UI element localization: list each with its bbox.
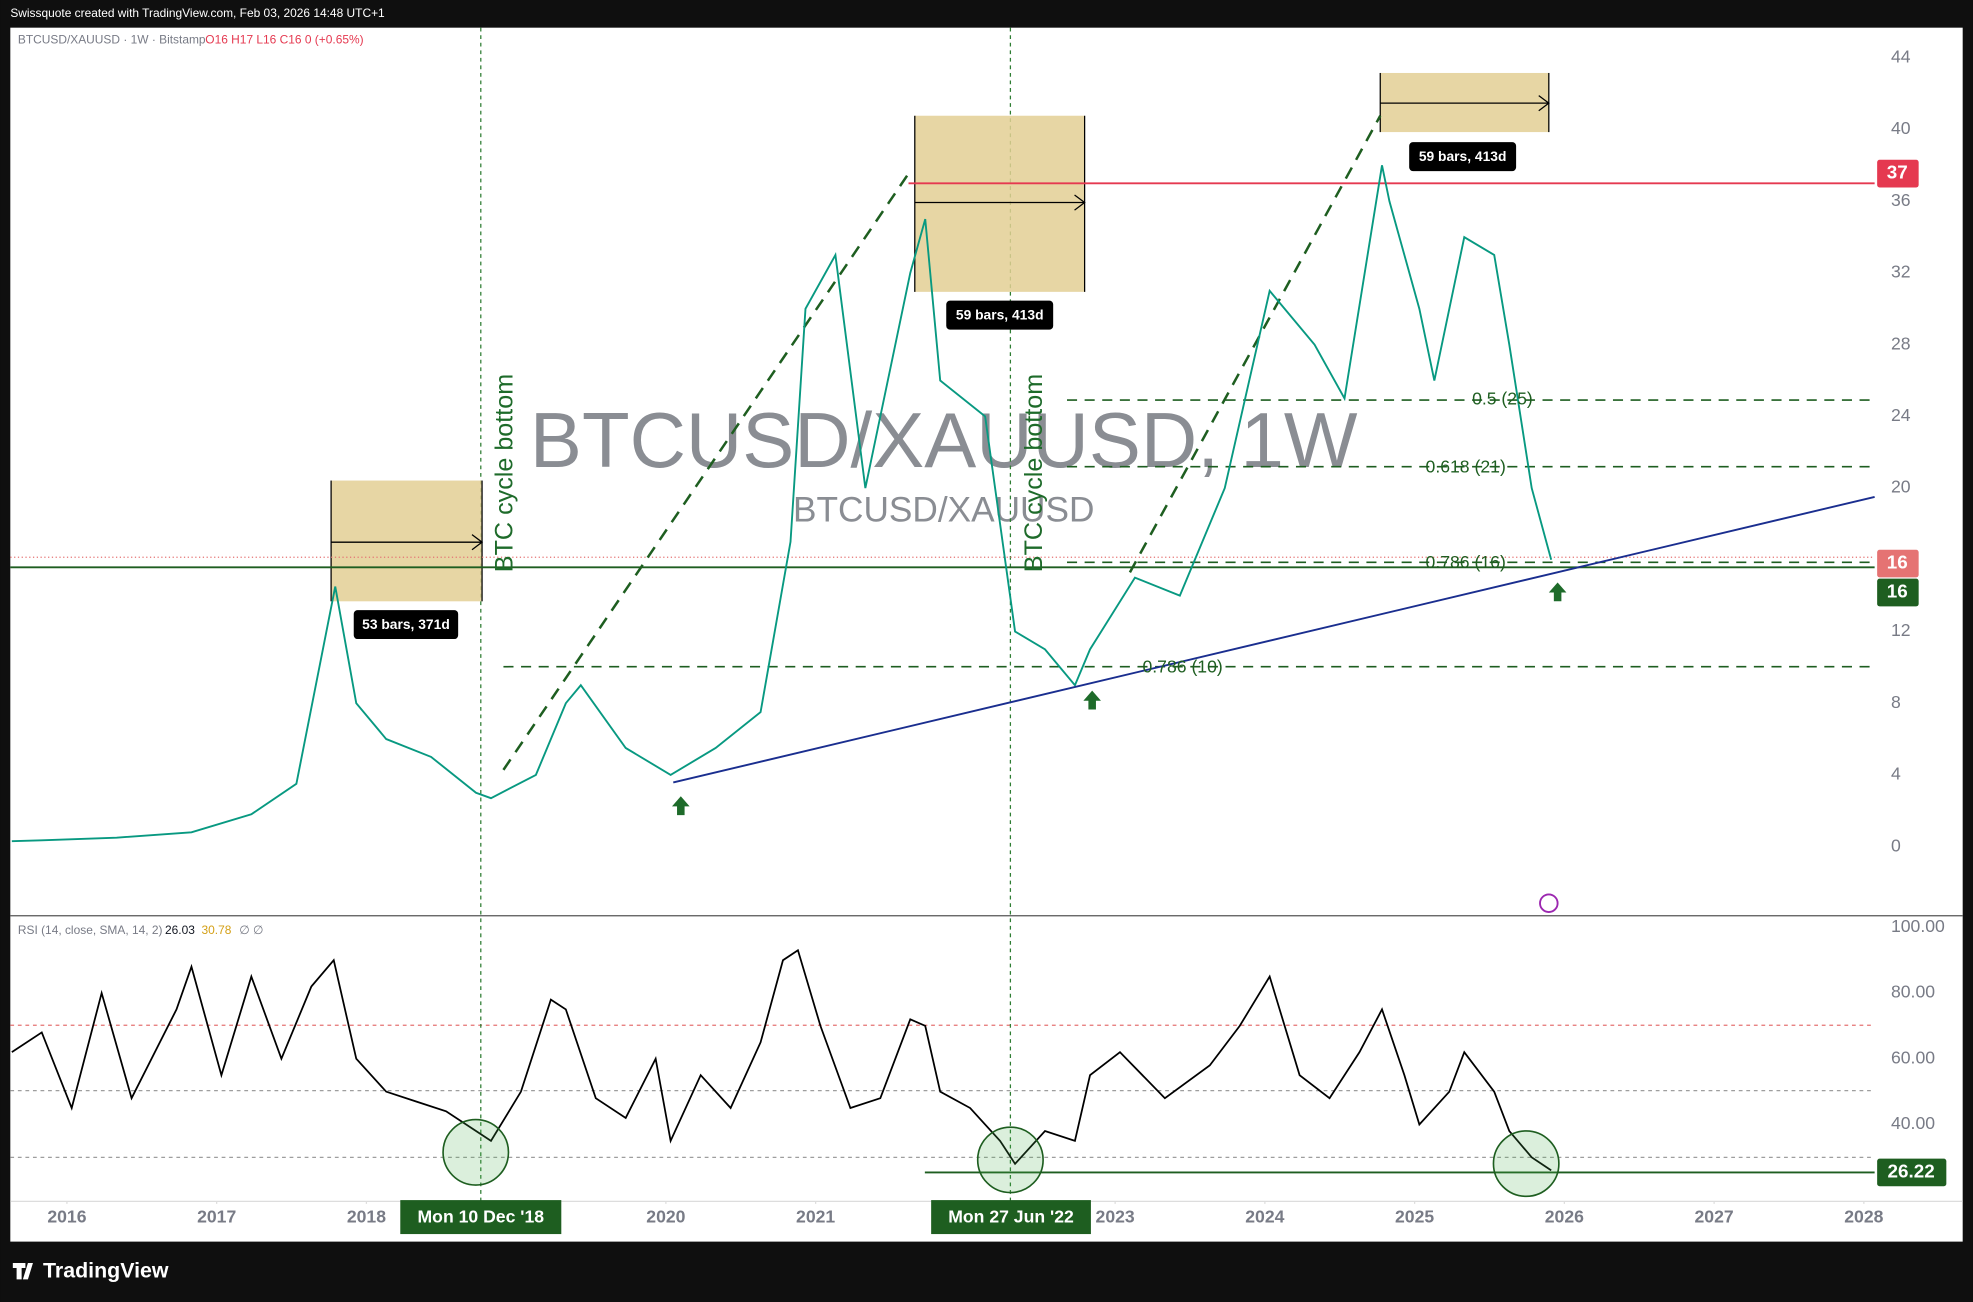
- impulse: [502, 172, 910, 771]
- footer-brand: TradingView: [43, 1258, 169, 1282]
- rsi-extra: ∅ ∅: [239, 923, 263, 937]
- measure-label: 53 bars, 371d: [362, 616, 450, 632]
- price-line: [11, 165, 1553, 843]
- y-tick-label: 12: [1891, 620, 1911, 640]
- y-tick-label: 4: [1891, 764, 1901, 784]
- rsi-circle: [1492, 1130, 1560, 1198]
- rsi-tick-label: 80.00: [1891, 982, 1935, 1002]
- y-tick-label: 40: [1891, 118, 1911, 138]
- cycle-label: BTC cycle bottom: [1020, 374, 1048, 572]
- up-arrow: [672, 796, 690, 816]
- y-tick-label: 28: [1891, 333, 1911, 353]
- date-badge: [400, 1200, 562, 1235]
- y-tick-label: 24: [1891, 405, 1911, 425]
- rsi-circle: [442, 1118, 510, 1186]
- price-badge: [1877, 549, 1919, 578]
- header-text: Swissquote created with TradingView.com,…: [10, 6, 385, 20]
- date-label: Mon 27 Jun '22: [948, 1206, 1074, 1226]
- box-arrowhead: [471, 534, 484, 551]
- date-badge: [931, 1200, 1091, 1235]
- rsi-badge-label: 26.22: [1888, 1160, 1935, 1181]
- rsi-circle: [976, 1126, 1044, 1194]
- measure-label: 59 bars, 413d: [956, 306, 1044, 322]
- rsi-value: 26.03: [165, 923, 195, 937]
- y-tick-label: 36: [1891, 190, 1911, 210]
- fib-label: 0.618 (21): [1426, 457, 1506, 477]
- measure-badge: [353, 610, 459, 640]
- rsi-tick-label: 100.00: [1891, 916, 1945, 936]
- up-arrow: [1548, 582, 1567, 602]
- x-tick-label: 2017: [197, 1206, 236, 1226]
- x-tick-label: 2027: [1695, 1206, 1734, 1226]
- measure-label: 59 bars, 413d: [1419, 148, 1507, 164]
- x-tick-label: 2018: [347, 1206, 386, 1226]
- alert-icon: [1539, 893, 1559, 913]
- fib-label: 0.786 (16): [1426, 552, 1506, 572]
- rsi-tick-label: 40.00: [1891, 1113, 1935, 1133]
- y-tick-label: 8: [1891, 692, 1901, 712]
- measure-badge: [1409, 142, 1517, 172]
- y-tick-label: 0: [1891, 835, 1901, 855]
- up-arrow: [1083, 690, 1101, 710]
- fib-label: 0.786 (10): [1142, 657, 1222, 677]
- x-tick-label: 2025: [1395, 1206, 1434, 1226]
- box-arrowhead: [1074, 194, 1086, 211]
- symbol-legend: BTCUSD/XAUUSD · 1W · Bitstamp: [18, 32, 206, 46]
- measure-badge: [946, 300, 1054, 330]
- range-box: [331, 480, 483, 602]
- watermark-subtitle: BTCUSD/XAUUSD: [793, 490, 1094, 529]
- ohlc: O16 H17 L16 C16 0 (+0.65%): [205, 32, 363, 46]
- x-tick-label: 2023: [1096, 1206, 1135, 1226]
- rsi-sma: 30.78: [202, 923, 232, 937]
- y-tick-label: 20: [1891, 477, 1911, 497]
- impulse: [1128, 115, 1382, 573]
- price-badge: [1877, 159, 1919, 188]
- box-arrowhead: [1538, 95, 1550, 112]
- y-tick-label: 32: [1891, 262, 1911, 282]
- price-badge-label: 16: [1887, 552, 1908, 573]
- range-box: [914, 115, 1085, 292]
- price-badge: [1877, 578, 1919, 607]
- x-tick-label: 2024: [1245, 1206, 1284, 1226]
- rsi-title: RSI (14, close, SMA, 14, 2): [18, 923, 163, 937]
- rsi-line: [11, 948, 1552, 1172]
- x-tick-label: 2028: [1844, 1206, 1883, 1226]
- x-tick-label: 2021: [796, 1206, 835, 1226]
- fib-label: 0.5 (25): [1472, 389, 1533, 409]
- x-tick-label: 2026: [1545, 1206, 1584, 1226]
- y-tick-label: 44: [1891, 46, 1911, 66]
- watermark-title: BTCUSD/XAUUSD, 1W: [530, 396, 1358, 484]
- price-badge-label: 16: [1887, 580, 1908, 601]
- cycle-label: BTC cycle bottom: [491, 374, 519, 572]
- trendline: [673, 495, 1875, 784]
- x-tick-label: 2016: [47, 1206, 86, 1226]
- rsi-tick-label: 60.00: [1891, 1047, 1935, 1067]
- logo: [12, 1263, 33, 1280]
- x-tick-label: 2020: [646, 1206, 685, 1226]
- rsi-badge: [1877, 1158, 1947, 1187]
- price-badge-label: 37: [1887, 162, 1908, 183]
- date-label: Mon 10 Dec '18: [418, 1206, 545, 1226]
